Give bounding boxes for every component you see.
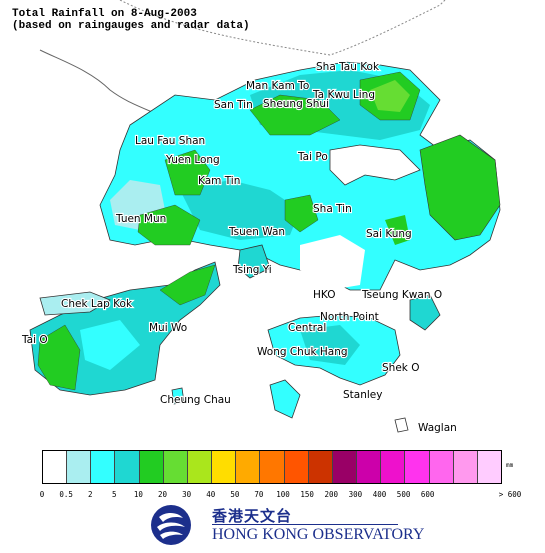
green-zone-yuenlong <box>164 149 211 196</box>
rainfall-legend: mm 0 0.5 2 5 10 20 30 40 50 70 100 150 200 300 400 500 6… <box>0 446 545 499</box>
legend-tick-label: 600 <box>420 490 435 499</box>
legend-tick-label: 0.5 <box>59 490 73 499</box>
tsing-yi <box>237 244 271 279</box>
logo-chinese-name: 香港天文台 <box>212 507 293 525</box>
cheung-chau <box>171 387 185 405</box>
legend-swatch <box>187 451 213 483</box>
legend-swatch <box>212 451 237 483</box>
place-label: Kam Tin <box>198 175 240 187</box>
place-label: Yuen Long <box>165 154 220 166</box>
legend-tick-label: > 600 <box>498 490 522 499</box>
legend-swatch <box>43 451 68 483</box>
legend-tick-label: 70 <box>254 490 264 499</box>
legend-color-scale <box>42 450 502 484</box>
place-label: Sha Tin <box>313 203 352 215</box>
legend-tick-label: 40 <box>206 490 216 499</box>
place-label: Central <box>288 322 326 334</box>
place-label: Man Kam To <box>246 80 309 92</box>
place-label: Ta Kwu Ling <box>312 89 375 101</box>
legend-unit: mm <box>506 462 514 469</box>
place-label: Mui Wo <box>149 322 187 334</box>
green-zone-tsuenwan <box>284 194 319 233</box>
legend-tick-label: 50 <box>230 490 240 499</box>
legend-swatch <box>405 451 430 483</box>
legend-swatch <box>308 451 333 483</box>
legend-swatch <box>139 451 164 483</box>
light-zone-kowloon <box>300 235 365 290</box>
place-labels: Sha Tau Kok Man Kam To Ta Kwu Ling Sheun… <box>20 60 458 435</box>
hko-logo: 香港天文台 HONG KONG OBSERVATORY <box>148 502 424 548</box>
legend-swatch <box>115 451 140 483</box>
green-zone-lantau-north <box>159 264 216 306</box>
legend-tick-label: 150 <box>300 490 314 499</box>
teal-zone-hk-island <box>300 325 360 365</box>
legend-tick-label: 20 <box>158 490 168 499</box>
tolo-harbour <box>329 144 421 186</box>
logo-divider <box>212 524 398 525</box>
legend-tick-label: 400 <box>372 490 387 499</box>
legend-swatch <box>477 451 501 483</box>
place-label: Lau Fau Shan <box>135 135 205 147</box>
waglan-islets <box>394 417 409 433</box>
legend-tick-label: 300 <box>348 490 363 499</box>
legend-swatch <box>236 451 261 483</box>
legend-tick-label: 100 <box>276 490 290 499</box>
place-label: Tai Po <box>297 151 328 163</box>
green-zone-saikung <box>419 134 501 241</box>
place-label: North Point <box>320 311 379 323</box>
chek-lap-kok <box>39 291 111 316</box>
legend-swatch <box>429 451 454 483</box>
legend-tick-label: 30 <box>182 490 192 499</box>
legend-swatch <box>381 451 406 483</box>
lamma-island <box>269 379 301 419</box>
place-label: Tseung Kwan O <box>361 289 442 301</box>
place-label: Tsing Yi <box>232 264 272 276</box>
place-label: Sha Tau Kok <box>316 61 380 73</box>
title-line-1: Total Rainfall on 8-Aug-2003 <box>12 8 197 20</box>
title-line-2: (based on raingauges and radar data) <box>12 20 250 32</box>
legend-tick-label: 5 <box>112 490 117 499</box>
legend-swatch <box>284 451 309 483</box>
legend-swatch <box>163 451 188 483</box>
place-label: Tsuen Wan <box>228 226 285 238</box>
green-zone-santin <box>249 94 341 136</box>
green-zone-saikung-west <box>385 215 410 245</box>
legend-tick-label: 200 <box>324 490 339 499</box>
legend-tick-label: 10 <box>133 490 143 499</box>
place-label: San Tin <box>214 99 253 111</box>
place-label: Tuen Mun <box>115 213 166 225</box>
green-zone-tuenmun <box>137 204 201 246</box>
legend-swatch <box>332 451 358 483</box>
place-label: Stanley <box>343 389 382 401</box>
legend-tick-label: 500 <box>396 490 411 499</box>
legend-swatch <box>357 451 382 483</box>
mainland-boundary <box>119 0 446 56</box>
green-zone-lantau-west <box>37 324 81 391</box>
place-label: HKO <box>313 289 335 301</box>
place-label: Sheung Shui <box>263 98 329 110</box>
yellowgreen-zone <box>370 80 410 112</box>
legend-swatch <box>453 451 478 483</box>
legend-tick-label: 2 <box>87 490 93 499</box>
place-label: Cheung Chau <box>160 394 231 406</box>
place-label: Wong Chuk Hang <box>257 346 348 358</box>
hko-emblem-icon <box>151 505 191 545</box>
place-label: Chek Lap Kok <box>61 298 133 310</box>
place-label: Shek O <box>382 362 419 374</box>
legend-swatch <box>260 451 285 483</box>
logo-english-name: HONG KONG OBSERVATORY <box>212 526 425 543</box>
legend-tick-label: 0 <box>39 490 45 499</box>
teal-zone-central <box>180 180 300 240</box>
map-title: Total Rainfall on 8-Aug-2003 (based on ra… <box>12 8 250 32</box>
light-zone-lantau <box>80 320 140 370</box>
deep-bay-coast <box>39 49 171 121</box>
place-label: Tai O <box>21 334 48 346</box>
legend-swatch <box>91 451 116 483</box>
legend-swatch <box>67 451 92 483</box>
map-canvas: Sha Tau Kok Man Kam To Ta Kwu Ling Sheun… <box>20 0 501 435</box>
tung-lung-island <box>409 294 441 331</box>
place-label: Waglan <box>418 422 457 434</box>
rainfall-map: Sha Tau Kok Man Kam To Ta Kwu Ling Sheun… <box>12 0 501 435</box>
place-label: Sai Kung <box>366 228 412 240</box>
